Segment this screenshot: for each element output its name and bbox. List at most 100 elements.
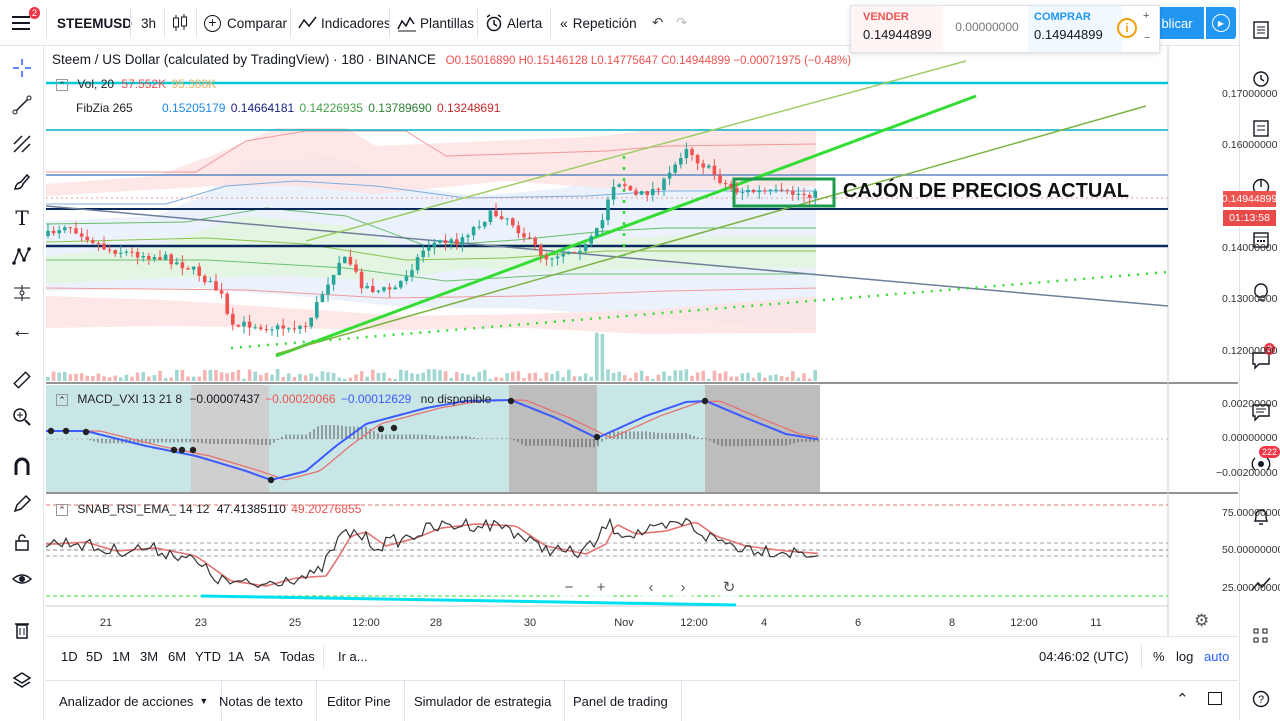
scroll-left-button[interactable]: ‹ [638,574,664,600]
expand-panel-button[interactable]: ⌃ [1176,690,1189,708]
back-button[interactable]: ← [8,316,36,344]
measure-tool[interactable] [8,279,36,307]
maximize-panel-button[interactable] [1208,692,1222,705]
volume-collapse-icon[interactable]: ⌃ [56,79,68,91]
chart-style-button[interactable] [172,0,188,46]
rsi-line [45,517,819,589]
notifications-button[interactable] [1247,502,1275,530]
chart-area[interactable]: 21 23 25 12:00 28 30 Nov 12:00 4 6 8 12:00 11 Steem … [45,46,1280,636]
zoom-out-button[interactable]: − [556,574,582,600]
fib-value: 0.13789690 [368,101,432,115]
volume-bar [219,372,224,381]
volume-bar [348,377,353,381]
time-axis-label: 12:00 [1010,617,1038,629]
calendar-button[interactable] [1247,225,1275,253]
help-button[interactable]: ? [1247,685,1275,713]
crosshair-tool[interactable] [8,54,36,82]
zoom-tool[interactable] [8,403,36,431]
range-all[interactable]: Todas [280,649,315,664]
dom-button[interactable] [1247,622,1275,650]
percent-scale-toggle[interactable]: % [1153,649,1165,664]
bottom-panel-tabs: Analizador de acciones ▼ Notas de texto … [46,680,1238,721]
tab-stock-screener[interactable]: Analizador de acciones ▼ [46,681,223,721]
streams-button[interactable] [1247,450,1275,478]
tab-trading-panel[interactable]: Panel de trading [560,681,682,721]
brush-tool[interactable] [8,168,36,196]
range-1y[interactable]: 1A [228,649,244,664]
pattern-tool[interactable] [8,242,36,270]
chart-settings-button[interactable]: ⚙ [1194,611,1209,631]
data-window-button[interactable] [1247,114,1275,142]
auto-scale-toggle[interactable]: auto [1204,649,1230,664]
fib-value: 0.14664181 [230,101,295,115]
publish-menu-button[interactable]: ▶ [1206,7,1236,39]
timezone-clock[interactable]: 04:46:02 (UTC) [1039,649,1129,664]
gear-icon: ⚙ [1194,611,1210,630]
ruler-tool[interactable] [8,366,36,394]
sell-button[interactable]: VENDER 0.14944899 [851,6,943,52]
range-ytd[interactable]: YTD [195,649,221,664]
goto-date-button[interactable]: Ir a... [338,649,368,664]
compare-button[interactable]: + Comparar [204,0,287,46]
redo-button[interactable]: ↷ [676,0,687,46]
candle-body [555,256,560,259]
tab-strategy-tester[interactable]: Simulador de estrategia [401,681,566,721]
tab-pine-editor[interactable]: Editor Pine [314,681,405,721]
candle-body [203,275,207,283]
candle-body [281,325,285,329]
macd-value-3: −0.00012629 [340,392,412,406]
log-scale-toggle[interactable]: log [1176,649,1194,664]
range-5y[interactable]: 5A [254,649,270,664]
price-box-annotation[interactable] [732,177,836,208]
range-1m[interactable]: 1M [112,649,131,664]
time-axis[interactable]: 21 23 25 12:00 28 30 Nov 12:00 4 6 8 12:00 11 [100,617,1102,629]
alert-button[interactable]: Alerta [485,0,542,46]
range-5d[interactable]: 5D [86,649,103,664]
fib-tool[interactable] [8,130,36,158]
stay-drawing-tool[interactable] [8,490,36,518]
candle-body [264,329,269,331]
buy-button[interactable]: COMPRAR 0.14944899 [1028,6,1122,52]
price-chart[interactable]: 21 23 25 12:00 28 30 Nov 12:00 4 6 8 12:00 11 [45,46,1238,636]
visibility-tool[interactable] [8,565,36,593]
rsi-collapse-icon[interactable]: ⌃ [56,504,68,516]
info-icon[interactable]: i [1117,18,1137,38]
symbol-search-button[interactable]: STEEMUSD [57,15,133,31]
watchlist-button[interactable] [1247,16,1275,44]
templates-button[interactable]: Plantillas [397,0,474,46]
widget-plus-button[interactable]: + [1143,10,1150,22]
interval-button[interactable]: 3h [141,15,157,31]
candle-body [499,216,504,219]
price-axis-label: 0.13000000 [1222,293,1278,305]
volume-bar [124,374,129,381]
text-tool[interactable]: T [8,204,36,232]
screener-button[interactable] [1247,570,1275,598]
macd-collapse-icon[interactable]: ⌃ [56,394,68,406]
compare-label: Comparar [227,15,288,31]
indicators-button[interactable]: Indicadores [298,0,391,46]
alert-label: Alerta [507,15,543,31]
messages-button[interactable] [1247,398,1275,426]
range-6m[interactable]: 6M [168,649,187,664]
candle-body [701,163,705,168]
object-tree-tool[interactable] [8,666,36,694]
zoom-in-button[interactable]: + [588,574,614,600]
volume-bar [427,369,431,381]
delete-tool[interactable] [8,616,36,644]
trendline-tool[interactable] [8,91,36,119]
scroll-right-button[interactable]: › [670,574,696,600]
magnet-tool[interactable] [8,453,36,481]
volume-bar [231,371,235,381]
range-3m[interactable]: 3M [140,649,159,664]
replay-button[interactable]: « Repetición [560,0,637,46]
range-1d[interactable]: 1D [61,649,78,664]
menu-button[interactable] [12,0,30,46]
volume-bar [236,369,241,381]
reset-chart-button[interactable]: ↻ [716,574,742,600]
undo-button[interactable]: ↶ [652,0,663,46]
alerts-button[interactable] [1247,64,1275,92]
tab-text-notes[interactable]: Notas de texto [206,681,317,721]
lock-tool[interactable] [8,528,36,556]
widget-minus-button[interactable]: − [1144,32,1151,44]
ideas-button[interactable] [1247,279,1275,307]
